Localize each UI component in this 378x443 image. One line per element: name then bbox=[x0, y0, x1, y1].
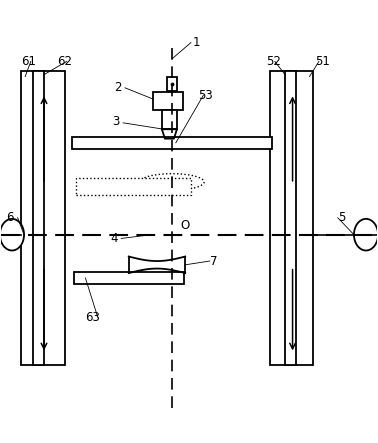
Text: 2: 2 bbox=[114, 82, 121, 94]
Bar bbox=[167, 77, 177, 91]
Bar bbox=[285, 71, 296, 365]
Bar bbox=[153, 92, 183, 110]
Bar bbox=[162, 110, 177, 129]
Text: 61: 61 bbox=[22, 55, 36, 68]
Text: 6: 6 bbox=[6, 211, 14, 224]
Text: 63: 63 bbox=[85, 311, 101, 324]
Bar bbox=[74, 272, 184, 284]
Text: 52: 52 bbox=[266, 55, 281, 68]
Text: O: O bbox=[181, 219, 190, 232]
Text: 7: 7 bbox=[210, 255, 217, 268]
Ellipse shape bbox=[354, 219, 378, 250]
Text: 4: 4 bbox=[110, 232, 118, 245]
Bar bbox=[72, 137, 272, 149]
Bar bbox=[270, 71, 313, 365]
Text: 53: 53 bbox=[198, 89, 213, 102]
Text: 1: 1 bbox=[193, 36, 200, 49]
Ellipse shape bbox=[0, 219, 24, 250]
Text: 51: 51 bbox=[315, 55, 330, 68]
Text: 62: 62 bbox=[57, 55, 72, 68]
Bar bbox=[22, 71, 65, 365]
Text: 5: 5 bbox=[338, 211, 345, 224]
Text: 3: 3 bbox=[112, 115, 119, 128]
Bar bbox=[76, 178, 191, 195]
Bar bbox=[33, 71, 44, 365]
